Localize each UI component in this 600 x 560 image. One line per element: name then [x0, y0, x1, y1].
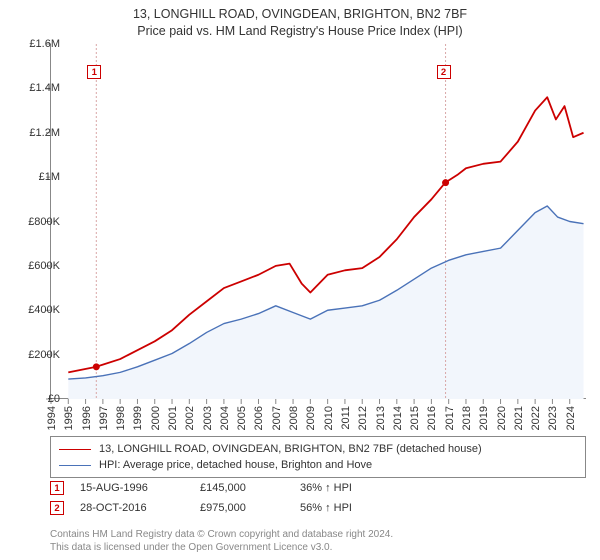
title-line1: 13, LONGHILL ROAD, OVINGDEAN, BRIGHTON, …: [0, 6, 600, 23]
x-axis-label: 1994: [46, 406, 58, 430]
x-axis-label: 2013: [375, 406, 387, 430]
chart-plot-area: [50, 44, 586, 399]
y-axis-label: £1.6M: [12, 38, 60, 50]
y-axis-label: £800K: [12, 216, 60, 228]
x-axis-label: 2016: [426, 406, 438, 430]
x-axis-label: 2017: [444, 406, 456, 430]
sale-date: 28-OCT-2016: [80, 502, 190, 514]
x-axis-label: 1999: [132, 406, 144, 430]
x-axis-label: 2022: [530, 406, 542, 430]
x-axis-label: 2003: [202, 406, 214, 430]
y-axis-label: £1.2M: [12, 127, 60, 139]
legend-label-hpi: HPI: Average price, detached house, Brig…: [99, 459, 372, 471]
legend-label-property: 13, LONGHILL ROAD, OVINGDEAN, BRIGHTON, …: [99, 443, 482, 455]
x-axis-label: 2024: [565, 406, 577, 430]
y-axis-label: £0: [12, 393, 60, 405]
x-axis-label: 2019: [478, 406, 490, 430]
legend-row-property: 13, LONGHILL ROAD, OVINGDEAN, BRIGHTON, …: [59, 441, 577, 457]
x-axis-label: 2008: [288, 406, 300, 430]
sale-row: 2 28-OCT-2016 £975,000 56% ↑ HPI: [50, 498, 410, 518]
chart-marker-box: 1: [87, 65, 101, 79]
x-axis-label: 2007: [271, 406, 283, 430]
x-axis-label: 2012: [357, 406, 369, 430]
legend-swatch-hpi: [59, 465, 91, 466]
chart-marker-box: 2: [437, 65, 451, 79]
sale-pct: 56% ↑ HPI: [300, 502, 410, 514]
x-axis-label: 2002: [184, 406, 196, 430]
sale-pct: 36% ↑ HPI: [300, 482, 410, 494]
x-axis-label: 2009: [305, 406, 317, 430]
x-axis-label: 2023: [547, 406, 559, 430]
legend-row-hpi: HPI: Average price, detached house, Brig…: [59, 457, 577, 473]
sale-price: £145,000: [200, 482, 290, 494]
title-block: 13, LONGHILL ROAD, OVINGDEAN, BRIGHTON, …: [0, 0, 600, 40]
chart-svg: [51, 44, 587, 399]
x-axis-label: 2020: [496, 406, 508, 430]
sale-marker: 1: [50, 481, 64, 495]
x-axis-label: 2006: [253, 406, 265, 430]
x-axis-label: 2018: [461, 406, 473, 430]
sales-block: 1 15-AUG-1996 £145,000 36% ↑ HPI 2 28-OC…: [50, 478, 410, 518]
x-axis-label: 1998: [115, 406, 127, 430]
legend-box: 13, LONGHILL ROAD, OVINGDEAN, BRIGHTON, …: [50, 436, 586, 478]
x-axis-label: 2021: [513, 406, 525, 430]
sale-price: £975,000: [200, 502, 290, 514]
y-axis-label: £1M: [12, 171, 60, 183]
y-axis-label: £200K: [12, 349, 60, 361]
sale-marker: 2: [50, 501, 64, 515]
x-axis-label: 2010: [323, 406, 335, 430]
chart-container: 13, LONGHILL ROAD, OVINGDEAN, BRIGHTON, …: [0, 0, 600, 560]
x-axis-label: 2001: [167, 406, 179, 430]
sale-row: 1 15-AUG-1996 £145,000 36% ↑ HPI: [50, 478, 410, 498]
x-axis-label: 2011: [340, 406, 352, 430]
legend-swatch-property: [59, 449, 91, 450]
x-axis-label: 2015: [409, 406, 421, 430]
y-axis-label: £1.4M: [12, 82, 60, 94]
x-axis-label: 1995: [63, 406, 75, 430]
sale-date: 15-AUG-1996: [80, 482, 190, 494]
title-line2: Price paid vs. HM Land Registry's House …: [0, 23, 600, 40]
y-axis-label: £400K: [12, 304, 60, 316]
x-axis-label: 2000: [150, 406, 162, 430]
x-axis-label: 2014: [392, 406, 404, 430]
x-axis-label: 1996: [81, 406, 93, 430]
x-axis-label: 2004: [219, 406, 231, 430]
footer-line1: Contains HM Land Registry data © Crown c…: [50, 529, 393, 542]
y-axis-label: £600K: [12, 260, 60, 272]
footer-attribution: Contains HM Land Registry data © Crown c…: [50, 529, 393, 554]
footer-line2: This data is licensed under the Open Gov…: [50, 542, 393, 555]
x-axis-label: 1997: [98, 406, 110, 430]
x-axis-label: 2005: [236, 406, 248, 430]
